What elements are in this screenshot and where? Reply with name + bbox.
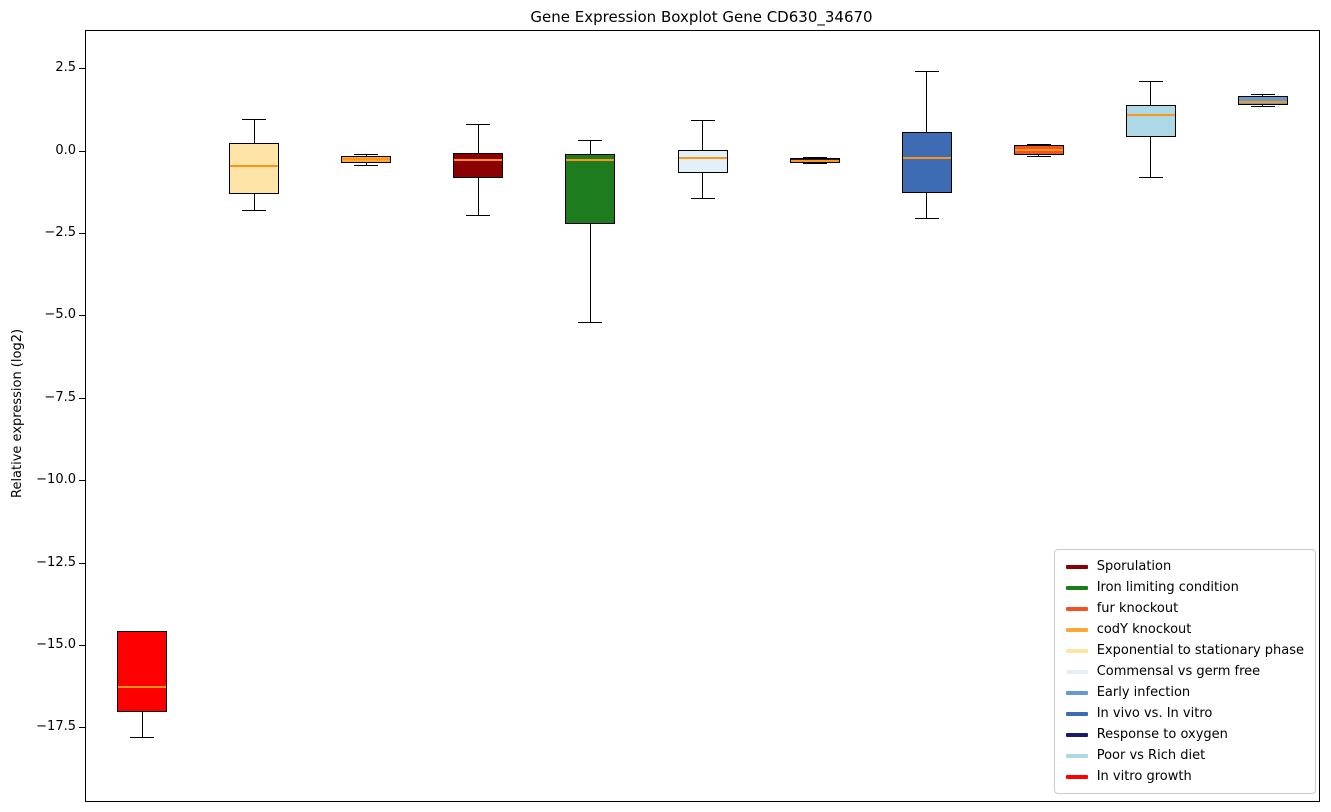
legend-label: Exponential to stationary phase xyxy=(1096,643,1304,658)
legend-item: Response to oxygen xyxy=(1065,726,1304,743)
boxplot-box xyxy=(117,631,168,712)
y-tick-label: −10.0 xyxy=(36,472,76,488)
legend-item: In vivo vs. In vitro xyxy=(1065,705,1304,722)
y-tick-mark xyxy=(79,150,85,152)
whisker-cap-low xyxy=(242,209,267,211)
y-tick-mark xyxy=(79,562,85,564)
legend-item: Poor vs Rich diet xyxy=(1065,747,1304,764)
y-tick-label: −2.5 xyxy=(44,225,76,241)
legend-label: In vivo vs. In vitro xyxy=(1096,706,1213,721)
whisker-cap-high xyxy=(914,70,939,72)
whisker-cap-high xyxy=(802,156,827,158)
y-tick-mark xyxy=(79,645,85,647)
whisker-cap-low xyxy=(354,165,379,167)
legend-swatch-icon xyxy=(1065,753,1088,758)
y-tick-mark xyxy=(79,397,85,399)
legend-swatch-icon xyxy=(1065,648,1088,653)
legend-swatch-icon xyxy=(1065,564,1088,569)
whisker-cap-high xyxy=(578,140,603,142)
whisker-cap-low xyxy=(1250,106,1275,108)
legend-swatch-icon xyxy=(1065,711,1088,716)
legend-swatch-icon xyxy=(1065,690,1088,695)
whisker-cap-high xyxy=(1026,144,1051,146)
y-tick-label: −7.5 xyxy=(44,389,76,405)
legend-swatch-icon xyxy=(1065,774,1088,779)
median-line xyxy=(118,686,167,689)
whisker-cap-low xyxy=(130,737,155,739)
whisker-cap-low xyxy=(578,322,603,324)
y-tick-label: 0.0 xyxy=(55,142,76,158)
boxplot-box xyxy=(677,149,728,174)
legend-swatch-icon xyxy=(1065,732,1088,737)
y-tick-mark xyxy=(79,233,85,235)
y-tick-mark xyxy=(79,727,85,729)
legend-item: fur knockout xyxy=(1065,600,1304,617)
legend-label: Poor vs Rich diet xyxy=(1096,748,1206,763)
whisker-line xyxy=(589,140,591,324)
plot-area xyxy=(85,30,1320,802)
legend-item: Commensal vs germ free xyxy=(1065,663,1304,680)
median-line xyxy=(230,165,279,168)
median-line xyxy=(454,158,503,161)
whisker-cap-high xyxy=(1138,80,1163,82)
whisker-cap-low xyxy=(466,214,491,216)
legend-swatch-icon xyxy=(1065,585,1088,590)
legend: Sporulation Iron limiting condition fur kn… xyxy=(1053,549,1316,794)
whisker-cap-high xyxy=(1250,93,1275,95)
y-tick-mark xyxy=(79,480,85,482)
whisker-cap-high xyxy=(690,120,715,122)
legend-item: In vitro growth xyxy=(1065,768,1304,785)
boxplot-box xyxy=(1237,95,1288,106)
legend-label: fur knockout xyxy=(1096,601,1179,616)
median-line xyxy=(1126,114,1175,117)
y-tick-mark xyxy=(79,315,85,317)
whisker-cap-low xyxy=(1138,177,1163,178)
legend-label: In vitro growth xyxy=(1096,769,1192,784)
median-line xyxy=(902,156,951,159)
boxplot-box xyxy=(565,154,616,225)
legend-label: Response to oxygen xyxy=(1096,727,1228,742)
boxplot-box xyxy=(229,143,280,195)
legend-label: Iron limiting condition xyxy=(1096,580,1239,595)
y-tick-label: −12.5 xyxy=(36,554,76,570)
legend-swatch-icon xyxy=(1065,669,1088,674)
legend-item: Early infection xyxy=(1065,684,1304,701)
legend-label: Sporulation xyxy=(1096,559,1172,574)
whisker-cap-low xyxy=(914,218,939,220)
legend-swatch-icon xyxy=(1065,627,1088,632)
legend-swatch-icon xyxy=(1065,606,1088,611)
y-tick-label: −5.0 xyxy=(44,307,76,323)
median-line xyxy=(1014,149,1063,152)
whisker-cap-high xyxy=(242,118,267,120)
whisker-cap-low xyxy=(1026,155,1051,157)
whisker-cap-low xyxy=(690,198,715,200)
legend-label: Commensal vs germ free xyxy=(1096,664,1261,679)
median-line xyxy=(678,157,727,160)
whisker-cap-high xyxy=(354,154,379,156)
legend-label: codY knockout xyxy=(1096,622,1192,637)
legend-item: Iron limiting condition xyxy=(1065,579,1304,596)
legend-item: Exponential to stationary phase xyxy=(1065,642,1304,659)
y-tick-mark xyxy=(79,68,85,70)
chart-title: Gene Expression Boxplot Gene CD630_34670 xyxy=(530,8,873,26)
boxplot-box xyxy=(1125,105,1176,137)
whisker-cap-low xyxy=(802,163,827,165)
legend-item: Sporulation xyxy=(1065,558,1304,575)
y-tick-label: −17.5 xyxy=(36,719,76,735)
median-line xyxy=(342,157,391,160)
y-tick-label: 2.5 xyxy=(55,60,76,76)
y-tick-label: −15.0 xyxy=(36,637,76,653)
boxplot-box xyxy=(453,153,504,178)
median-line xyxy=(1238,101,1287,104)
boxplot-box xyxy=(901,131,952,193)
median-line xyxy=(790,159,839,162)
legend-label: Early infection xyxy=(1096,685,1191,700)
legend-item: codY knockout xyxy=(1065,621,1304,638)
median-line xyxy=(566,158,615,161)
whisker-cap-high xyxy=(466,123,491,125)
